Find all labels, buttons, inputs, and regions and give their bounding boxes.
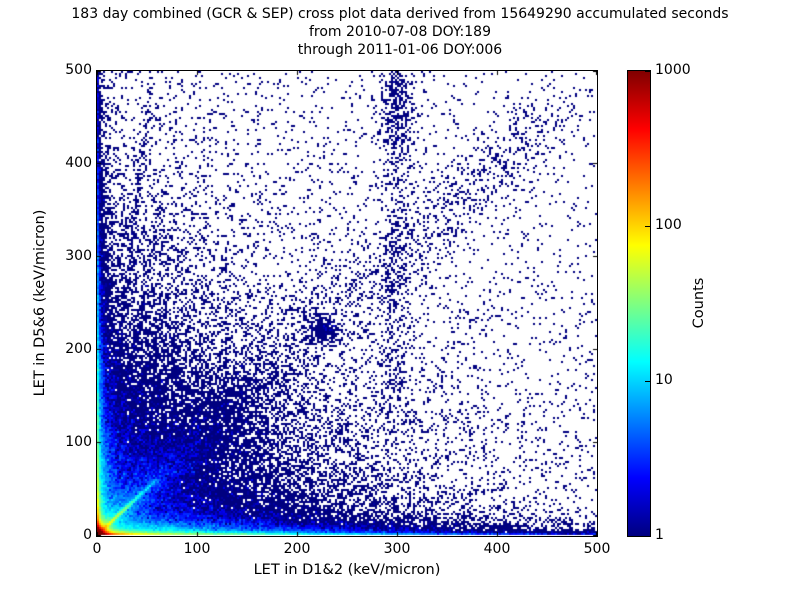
scatter-density-canvas [97, 71, 597, 536]
plot-area [96, 70, 598, 537]
y-tick-label: 500 [65, 62, 92, 78]
chart-title: 183 day combined (GCR & SEP) cross plot … [0, 5, 800, 59]
x-tick-label: 500 [583, 541, 611, 557]
title-line-1: 183 day combined (GCR & SEP) cross plot … [71, 6, 729, 22]
colorbar-tick-mark [645, 71, 650, 72]
x-tick-label: 400 [483, 541, 511, 557]
colorbar-label: Counts [691, 277, 707, 329]
colorbar-tick-label: 100 [655, 217, 682, 233]
title-line-2: from 2010-07-08 DOY:189 [308, 24, 491, 40]
colorbar-tick-mark [645, 381, 650, 382]
y-tick-label: 400 [65, 155, 92, 171]
y-tick-label: 200 [65, 341, 92, 357]
y-tick-label: 100 [65, 434, 92, 450]
title-line-3: through 2011-01-06 DOY:006 [297, 42, 503, 58]
colorbar-tick-mark [645, 226, 650, 227]
y-axis-label: LET in D5&6 (keV/micron) [32, 209, 48, 397]
x-axis-label: LET in D1&2 (keV/micron) [253, 562, 441, 578]
colorbar-tick-label: 1 [655, 527, 664, 543]
y-tick-label: 300 [65, 248, 92, 264]
x-tick-label: 100 [183, 541, 211, 557]
x-tick-label: 200 [283, 541, 311, 557]
colorbar-tick-label: 1000 [655, 62, 691, 78]
colorbar-tick-mark [645, 536, 650, 537]
y-tick-label: 0 [83, 527, 92, 543]
colorbar-tick-label: 10 [655, 372, 673, 388]
x-tick-label: 0 [92, 541, 102, 557]
colorbar [627, 70, 651, 537]
x-tick-label: 300 [383, 541, 411, 557]
